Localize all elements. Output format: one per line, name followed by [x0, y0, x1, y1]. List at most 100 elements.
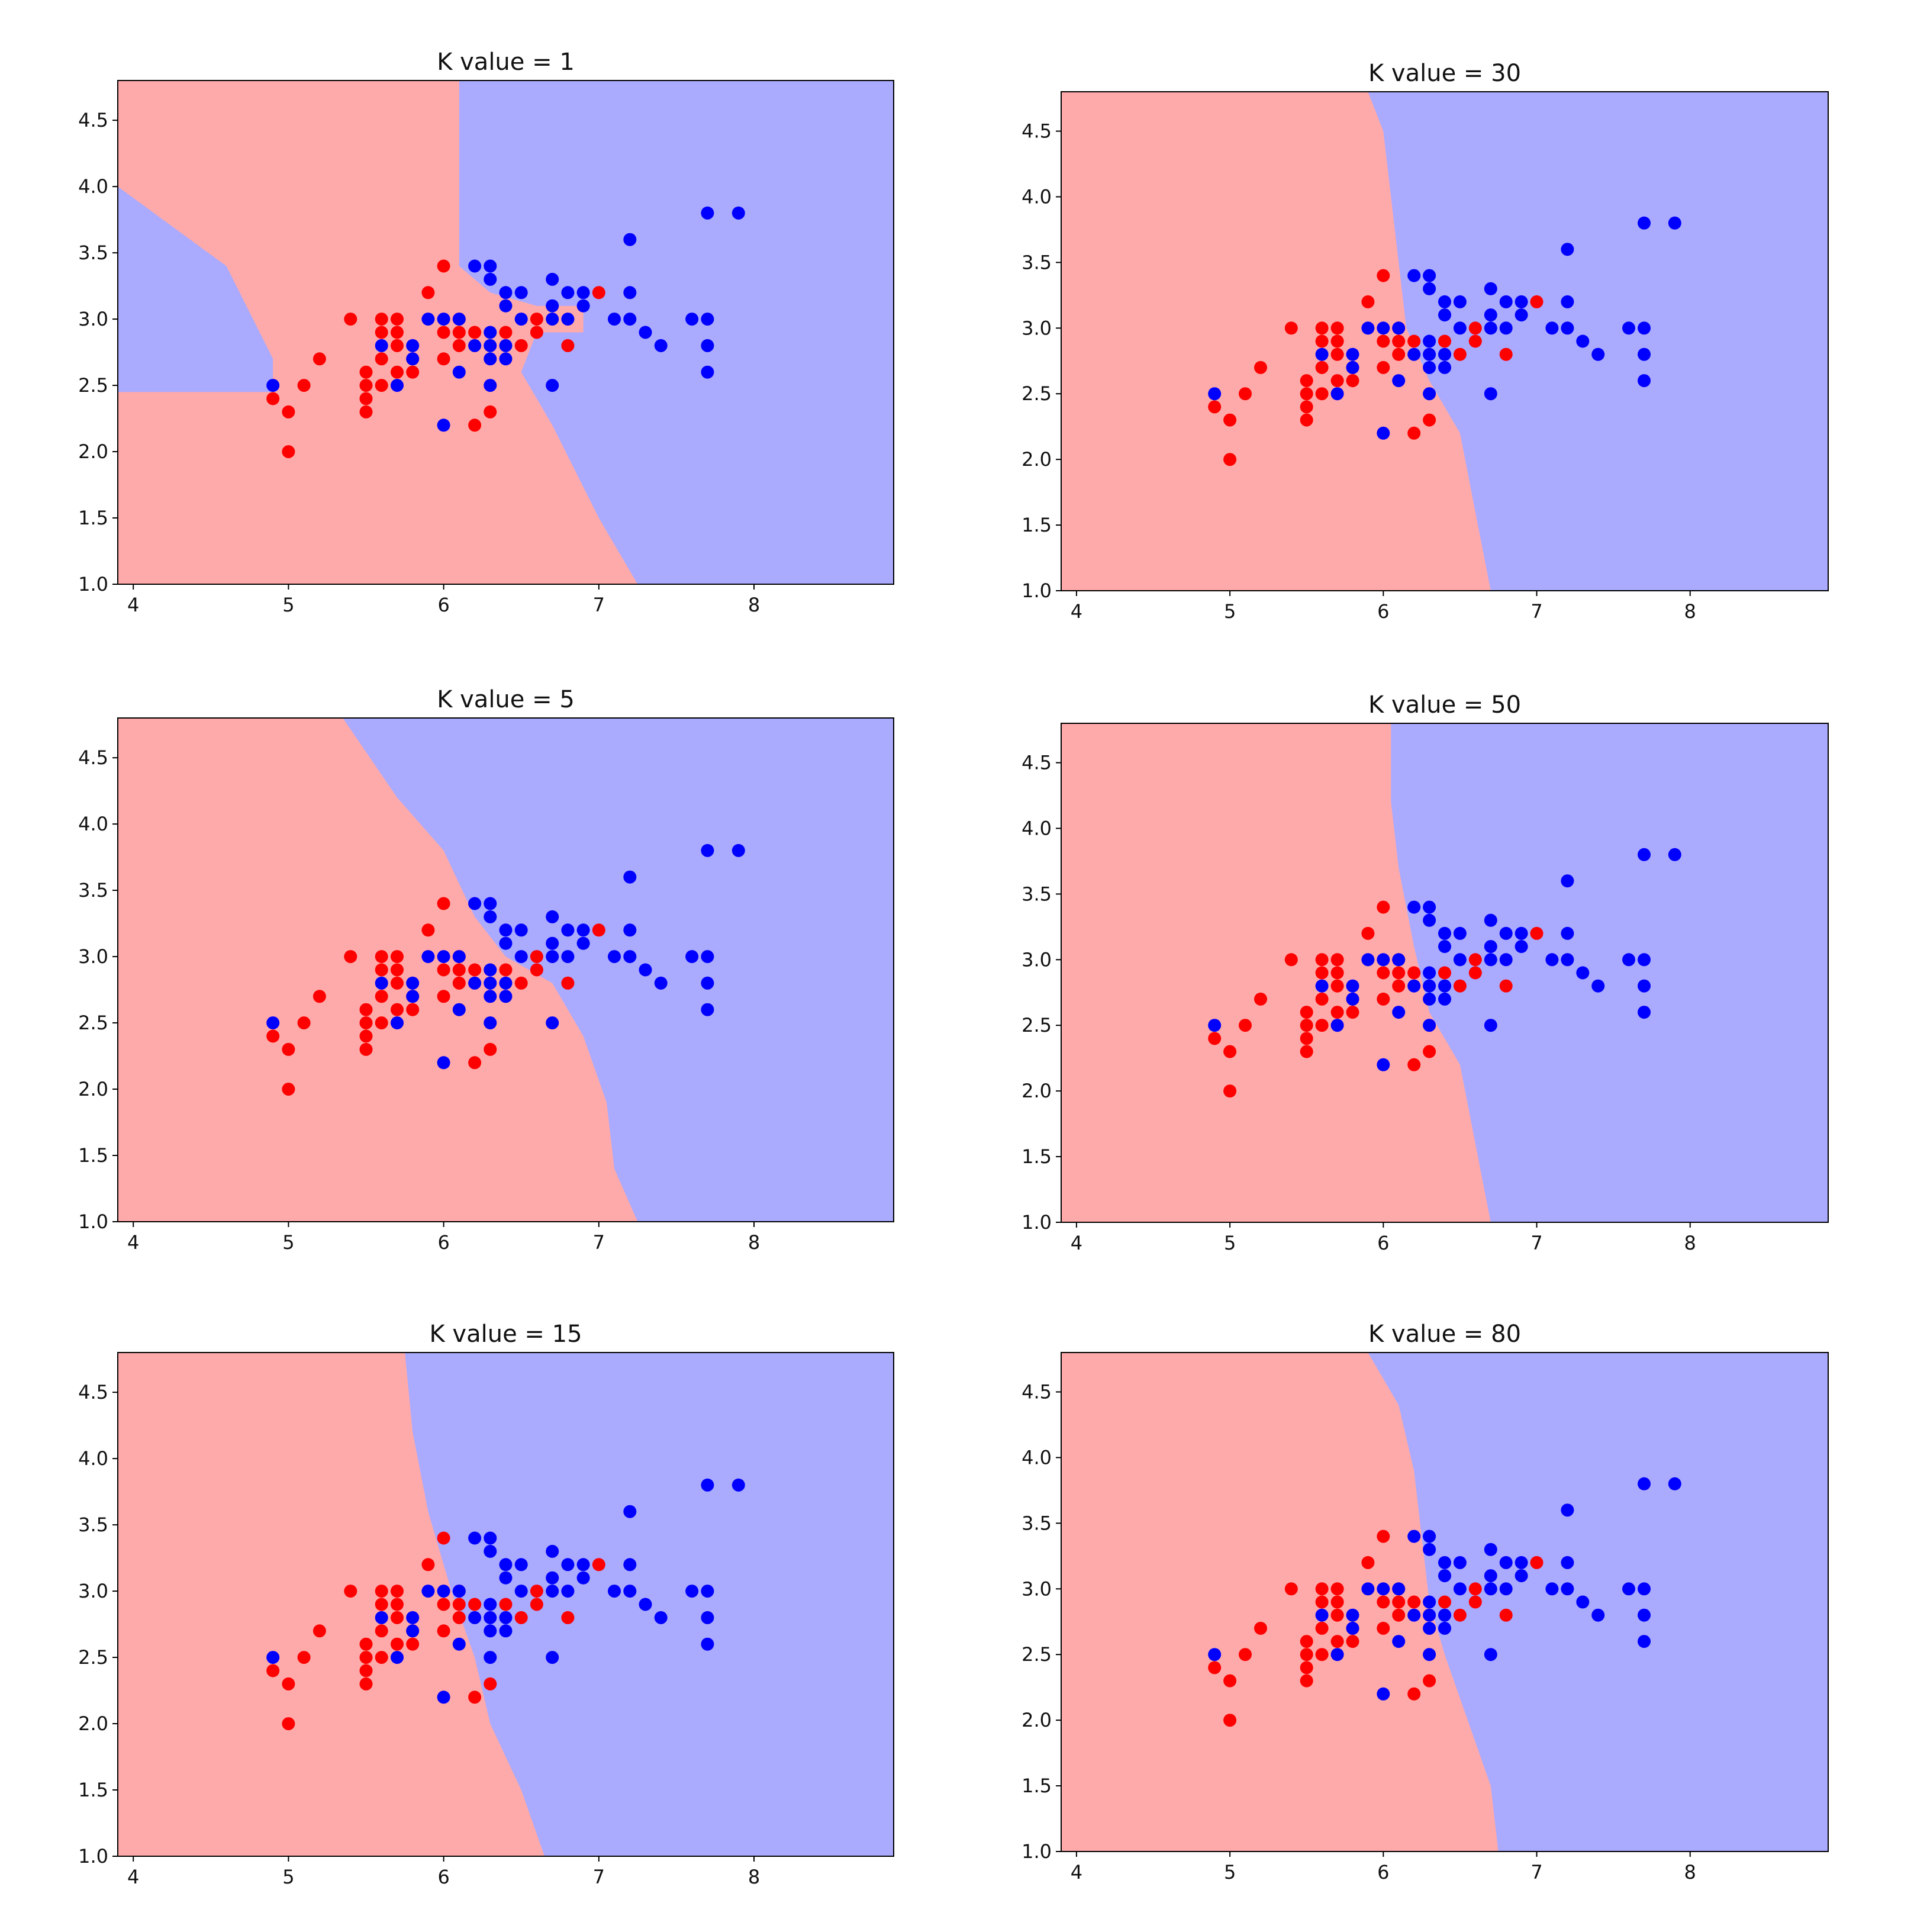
data-point-blue: [1638, 1006, 1651, 1019]
data-point-blue: [406, 352, 420, 366]
data-point-red: [1377, 360, 1390, 374]
data-point-blue: [1423, 992, 1436, 1006]
data-point-blue: [1561, 295, 1574, 308]
x-tick-label: 8: [1684, 600, 1696, 623]
y-tick-label: 4.5: [78, 109, 108, 131]
data-point-red: [1407, 1687, 1421, 1701]
data-point-red: [359, 1637, 373, 1651]
data-point-red: [1361, 295, 1375, 308]
data-point-blue: [1668, 216, 1681, 230]
data-point-blue: [484, 897, 497, 910]
data-point-blue: [546, 1571, 559, 1585]
data-point-red: [1300, 1045, 1313, 1058]
y-tick-label: 2.0: [78, 1712, 108, 1735]
data-point-blue: [639, 1598, 652, 1611]
data-point-blue: [437, 418, 450, 432]
data-point-blue: [1346, 347, 1359, 361]
data-point-red: [1392, 966, 1406, 980]
data-point-red: [530, 1585, 543, 1598]
x-tick-label: 4: [127, 1866, 139, 1888]
data-point-red: [1315, 1595, 1329, 1609]
data-point-blue: [1453, 295, 1467, 308]
axes-frame: [117, 717, 894, 1222]
data-point-blue: [406, 1624, 420, 1638]
data-point-red: [1468, 966, 1482, 980]
data-point-blue: [484, 1544, 497, 1558]
data-point-blue: [1515, 295, 1528, 308]
y-tick-label: 3.0: [78, 945, 108, 968]
x-tick-label: 5: [1224, 1232, 1236, 1254]
x-tick-label: 7: [593, 594, 605, 616]
data-point-blue: [1438, 940, 1451, 954]
data-point-blue: [639, 963, 652, 977]
data-point-blue: [1423, 1621, 1436, 1635]
data-point-blue: [1545, 1582, 1559, 1596]
x-tick-label: 4: [127, 1231, 139, 1254]
data-point-blue: [484, 1611, 497, 1624]
data-point-blue: [484, 1016, 497, 1030]
plot-area: [118, 718, 894, 1222]
subplot-title: K value = 50: [1368, 691, 1521, 719]
data-point-blue: [1638, 979, 1651, 993]
data-point-blue: [546, 299, 559, 313]
x-tick-label: 4: [1071, 1861, 1082, 1883]
data-point-red: [468, 1598, 482, 1611]
data-point-red: [344, 1585, 357, 1598]
data-point-red: [391, 1598, 404, 1611]
y-tick-label: 3.0: [1022, 317, 1052, 339]
data-point-blue: [701, 1611, 714, 1624]
data-point-red: [484, 1677, 497, 1690]
x-tick-label: 8: [748, 594, 760, 616]
data-point-blue: [1668, 848, 1681, 861]
data-point-blue: [1515, 1569, 1528, 1583]
data-point-blue: [406, 339, 420, 352]
data-point-red: [468, 326, 482, 339]
y-tick-label: 3.5: [78, 242, 108, 264]
data-point-red: [1377, 1595, 1390, 1609]
data-point-red: [266, 1664, 280, 1677]
data-point-red: [452, 963, 466, 977]
data-point-blue: [1423, 334, 1436, 348]
data-point-red: [1453, 979, 1467, 993]
data-point-red: [468, 418, 482, 432]
data-point-blue: [701, 1585, 714, 1598]
x-tick-label: 6: [1377, 1861, 1389, 1883]
data-point-blue: [1407, 900, 1421, 914]
data-point-blue: [1423, 1608, 1436, 1622]
data-point-blue: [546, 379, 559, 392]
data-point-blue: [623, 1505, 637, 1518]
data-point-blue: [1208, 387, 1222, 401]
data-point-red: [375, 313, 388, 326]
data-point-red: [359, 365, 373, 379]
y-tick-label: 3.0: [1022, 948, 1052, 971]
data-point-blue: [701, 339, 714, 352]
data-point-red: [1300, 400, 1313, 414]
data-point-red: [1377, 1621, 1390, 1635]
data-point-red: [561, 1611, 575, 1624]
data-point-red: [1300, 1635, 1313, 1648]
data-point-blue: [1499, 1582, 1513, 1596]
data-point-red: [391, 1611, 404, 1624]
data-point-blue: [701, 1637, 714, 1651]
data-point-blue: [514, 1585, 528, 1598]
data-point-blue: [1315, 979, 1329, 993]
data-point-red: [437, 990, 450, 1003]
data-point-blue: [484, 1651, 497, 1664]
data-point-blue: [1638, 1582, 1651, 1596]
data-point-blue: [732, 1478, 745, 1492]
data-point-red: [375, 352, 388, 366]
data-point-blue: [561, 1558, 575, 1572]
data-point-blue: [732, 843, 745, 857]
y-tick-label: 2.5: [78, 1646, 108, 1669]
data-point-red: [1284, 953, 1298, 967]
data-point-red: [468, 963, 482, 977]
data-point-blue: [484, 1624, 497, 1638]
data-point-blue: [1392, 1582, 1406, 1596]
subplot-k-50: 4 5 6 7 8 1.0 1.5 2.0 2.5 3.0 3.5 4.0 4.5 K value = 5…: [1022, 691, 1829, 1254]
y-tick-label: 4.0: [1022, 185, 1052, 208]
y-tick-label: 4.5: [78, 1381, 108, 1403]
y-tick-label: 4.0: [78, 175, 108, 198]
data-point-blue: [1438, 295, 1451, 308]
data-point-blue: [1484, 1019, 1497, 1032]
